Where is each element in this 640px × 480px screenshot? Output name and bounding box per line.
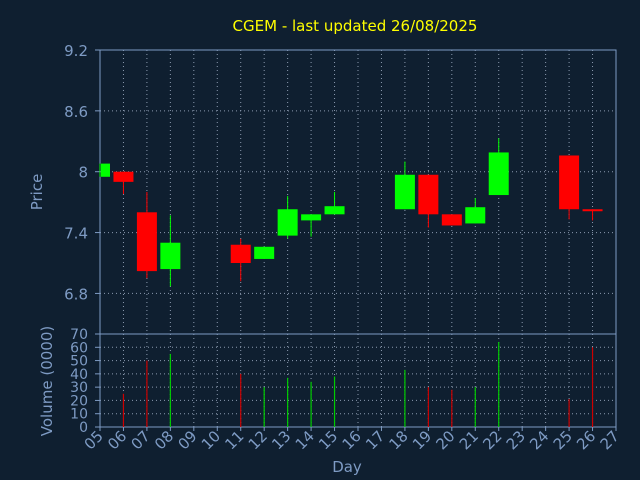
x-tick-label: 15 — [315, 427, 341, 453]
volume-tick-label: 40 — [70, 367, 88, 383]
axes — [95, 49, 617, 431]
volume-panel-frame — [99, 333, 617, 428]
x-tick-label: 26 — [573, 427, 599, 453]
volume-tick-label: 60 — [70, 340, 88, 356]
candle-body — [277, 209, 298, 236]
price-tick-label: 9.2 — [64, 42, 88, 60]
x-tick-label: 21 — [456, 427, 482, 453]
candlesticks — [99, 138, 603, 287]
x-tick-label: 23 — [503, 427, 529, 453]
candle-body — [160, 242, 181, 270]
candle-body — [488, 152, 509, 196]
volume-tick-label: 20 — [70, 393, 88, 409]
volume-tick-label: 0 — [79, 420, 88, 436]
volume-bars — [122, 341, 594, 427]
price-panel-frame — [99, 49, 617, 335]
price-axis-label: Price — [28, 174, 46, 211]
candle-body — [136, 212, 157, 272]
x-tick-label: 13 — [268, 427, 294, 453]
x-tick-label: 20 — [432, 427, 458, 453]
x-tick-label: 12 — [245, 427, 271, 453]
candle-body — [394, 174, 415, 210]
chart-title: CGEM - last updated 26/08/2025 — [233, 17, 478, 35]
x-axis-label: Day — [332, 458, 362, 476]
candle-body — [465, 207, 486, 224]
x-tick-label: 16 — [339, 427, 365, 453]
x-tick-label: 17 — [362, 427, 388, 453]
candle-body — [582, 209, 603, 212]
x-tick-label: 18 — [386, 427, 412, 453]
volume-tick-label: 10 — [70, 407, 88, 423]
x-tick-label: 08 — [151, 427, 177, 453]
x-tick-label: 19 — [409, 427, 435, 453]
candle-body — [101, 163, 110, 177]
x-tick-label: 11 — [221, 427, 247, 453]
candle-body — [559, 155, 580, 210]
volume-tick-label: 50 — [70, 354, 88, 370]
x-tick-label: 27 — [597, 427, 623, 453]
volume-axis-label: Volume (0000) — [38, 326, 56, 436]
candle-body — [254, 246, 275, 259]
candle-body — [113, 171, 134, 182]
x-tick-label: 06 — [104, 427, 130, 453]
candle-body — [324, 206, 345, 215]
candle-body — [230, 244, 251, 263]
volume-tick-label: 30 — [70, 380, 88, 396]
x-tick-label: 07 — [128, 427, 154, 453]
x-tick-label: 25 — [550, 427, 576, 453]
price-tick-label: 6.8 — [64, 285, 88, 303]
candle-body — [441, 214, 462, 226]
grid — [100, 49, 616, 428]
x-tick-label: 09 — [174, 427, 200, 453]
x-tick-label: 24 — [526, 427, 552, 453]
price-tick-label: 8 — [78, 164, 88, 182]
x-tick-label: 22 — [479, 427, 505, 453]
price-tick-label: 7.4 — [64, 225, 88, 243]
volume-tick-label: 70 — [70, 327, 88, 343]
x-tick-label: 14 — [292, 427, 318, 453]
candle-body — [418, 174, 439, 215]
price-tick-label: 8.6 — [64, 103, 88, 121]
x-tick-label: 10 — [198, 427, 224, 453]
candle-body — [301, 214, 322, 221]
